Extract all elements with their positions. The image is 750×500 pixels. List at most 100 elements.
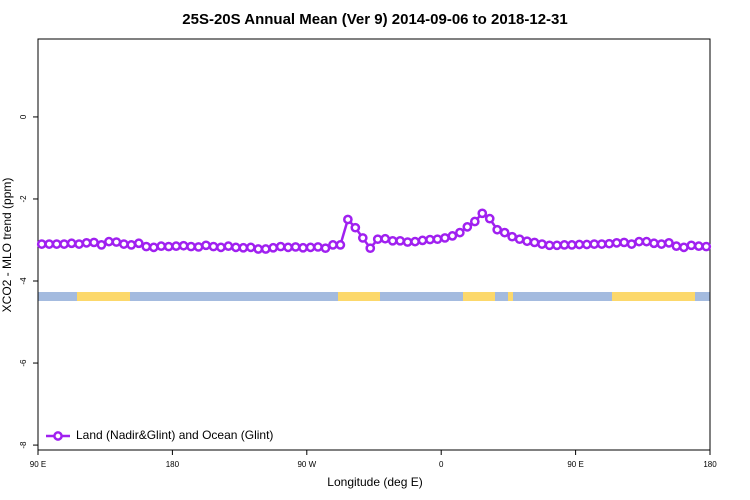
x-tick-label: 180 (166, 460, 180, 469)
land-ocean-band (38, 292, 710, 301)
data-point (537, 239, 547, 249)
data-point (567, 240, 577, 250)
data-point (223, 241, 234, 251)
data-point (335, 240, 346, 250)
data-point (66, 238, 77, 249)
data-point (253, 244, 264, 254)
y-tick-label: -8 (19, 441, 28, 449)
x-tick-label: 90 E (567, 460, 583, 469)
data-point (89, 237, 99, 248)
data-point (357, 233, 368, 243)
data-point (59, 239, 69, 249)
data-point (492, 224, 503, 235)
data-point (693, 241, 704, 251)
data-point (328, 240, 338, 250)
data-point (313, 242, 323, 252)
data-point (104, 236, 114, 247)
data-point (611, 238, 622, 248)
data-point (111, 237, 122, 247)
data-point (238, 242, 249, 253)
data-point (417, 235, 428, 246)
data-point (74, 239, 84, 249)
data-point (499, 227, 510, 238)
data-point (275, 241, 286, 252)
data-point (641, 236, 652, 247)
data-point (589, 239, 600, 249)
data-point (81, 238, 92, 248)
data-point (365, 243, 376, 254)
data-point (701, 241, 712, 252)
data-point (425, 234, 435, 245)
data-point (604, 238, 615, 249)
data-point (193, 242, 204, 252)
data-point (387, 235, 398, 246)
data-point (559, 240, 570, 250)
data-point (186, 241, 196, 252)
data-point (626, 239, 637, 249)
y-tick-label: -6 (19, 359, 28, 367)
data-point (96, 240, 107, 250)
data-point (51, 239, 62, 249)
data-point (119, 239, 129, 249)
data-point (596, 239, 607, 249)
data-point (208, 241, 219, 252)
data-point (283, 242, 293, 253)
data-point (581, 239, 592, 250)
data-point (178, 240, 189, 251)
data-point (447, 231, 458, 241)
y-tick-label: -2 (19, 195, 28, 203)
data-point (216, 242, 226, 253)
data-point (619, 237, 629, 248)
data-point (126, 240, 137, 250)
data-point (343, 214, 353, 225)
data-point (171, 241, 181, 251)
data-point (260, 244, 271, 254)
y-tick-label: -4 (19, 277, 28, 285)
legend-marker (53, 431, 63, 441)
data-point (268, 242, 279, 253)
data-point (649, 238, 659, 249)
data-point (514, 234, 525, 245)
data-point (522, 236, 532, 247)
legend-label: Land (Nadir&Glint) and Ocean (Glint) (76, 428, 273, 442)
data-point (671, 241, 682, 251)
data-point (201, 240, 211, 251)
x-tick-label: 90 W (297, 460, 316, 469)
data-point (529, 237, 540, 248)
x-axis-label: Longitude (deg E) (327, 475, 422, 489)
data-point (455, 227, 465, 238)
data-point (402, 237, 413, 247)
data-point (656, 239, 667, 249)
x-tick-label: 90 E (30, 460, 46, 469)
y-axis-label: XCO2 - MLO trend (ppm) (0, 178, 14, 313)
data-point (477, 208, 488, 219)
y-tick-label: 0 (19, 114, 28, 119)
data-point (245, 242, 256, 253)
data-point (44, 239, 55, 249)
data-point (163, 241, 174, 252)
x-tick-label: 180 (703, 460, 717, 469)
data-point (664, 238, 674, 248)
data-point (432, 234, 443, 245)
data-point (36, 239, 47, 249)
data-point (544, 240, 555, 251)
data-point (634, 236, 644, 247)
data-point (395, 235, 405, 246)
x-tick-label: 0 (439, 460, 444, 469)
data-point (320, 243, 331, 254)
chart-title: 25S-20S Annual Mean (Ver 9) 2014-09-06 t… (182, 11, 567, 28)
data-point (507, 231, 517, 242)
data-point (410, 236, 420, 247)
data-point (462, 222, 473, 232)
data-point (290, 242, 301, 252)
data-point (679, 242, 689, 253)
data-point (141, 241, 152, 252)
data-point (469, 216, 480, 227)
data-point (574, 239, 585, 250)
data-point (305, 242, 316, 253)
data-point (484, 213, 495, 224)
data-point (133, 238, 144, 249)
data-point (148, 242, 159, 253)
data-point (380, 233, 391, 244)
